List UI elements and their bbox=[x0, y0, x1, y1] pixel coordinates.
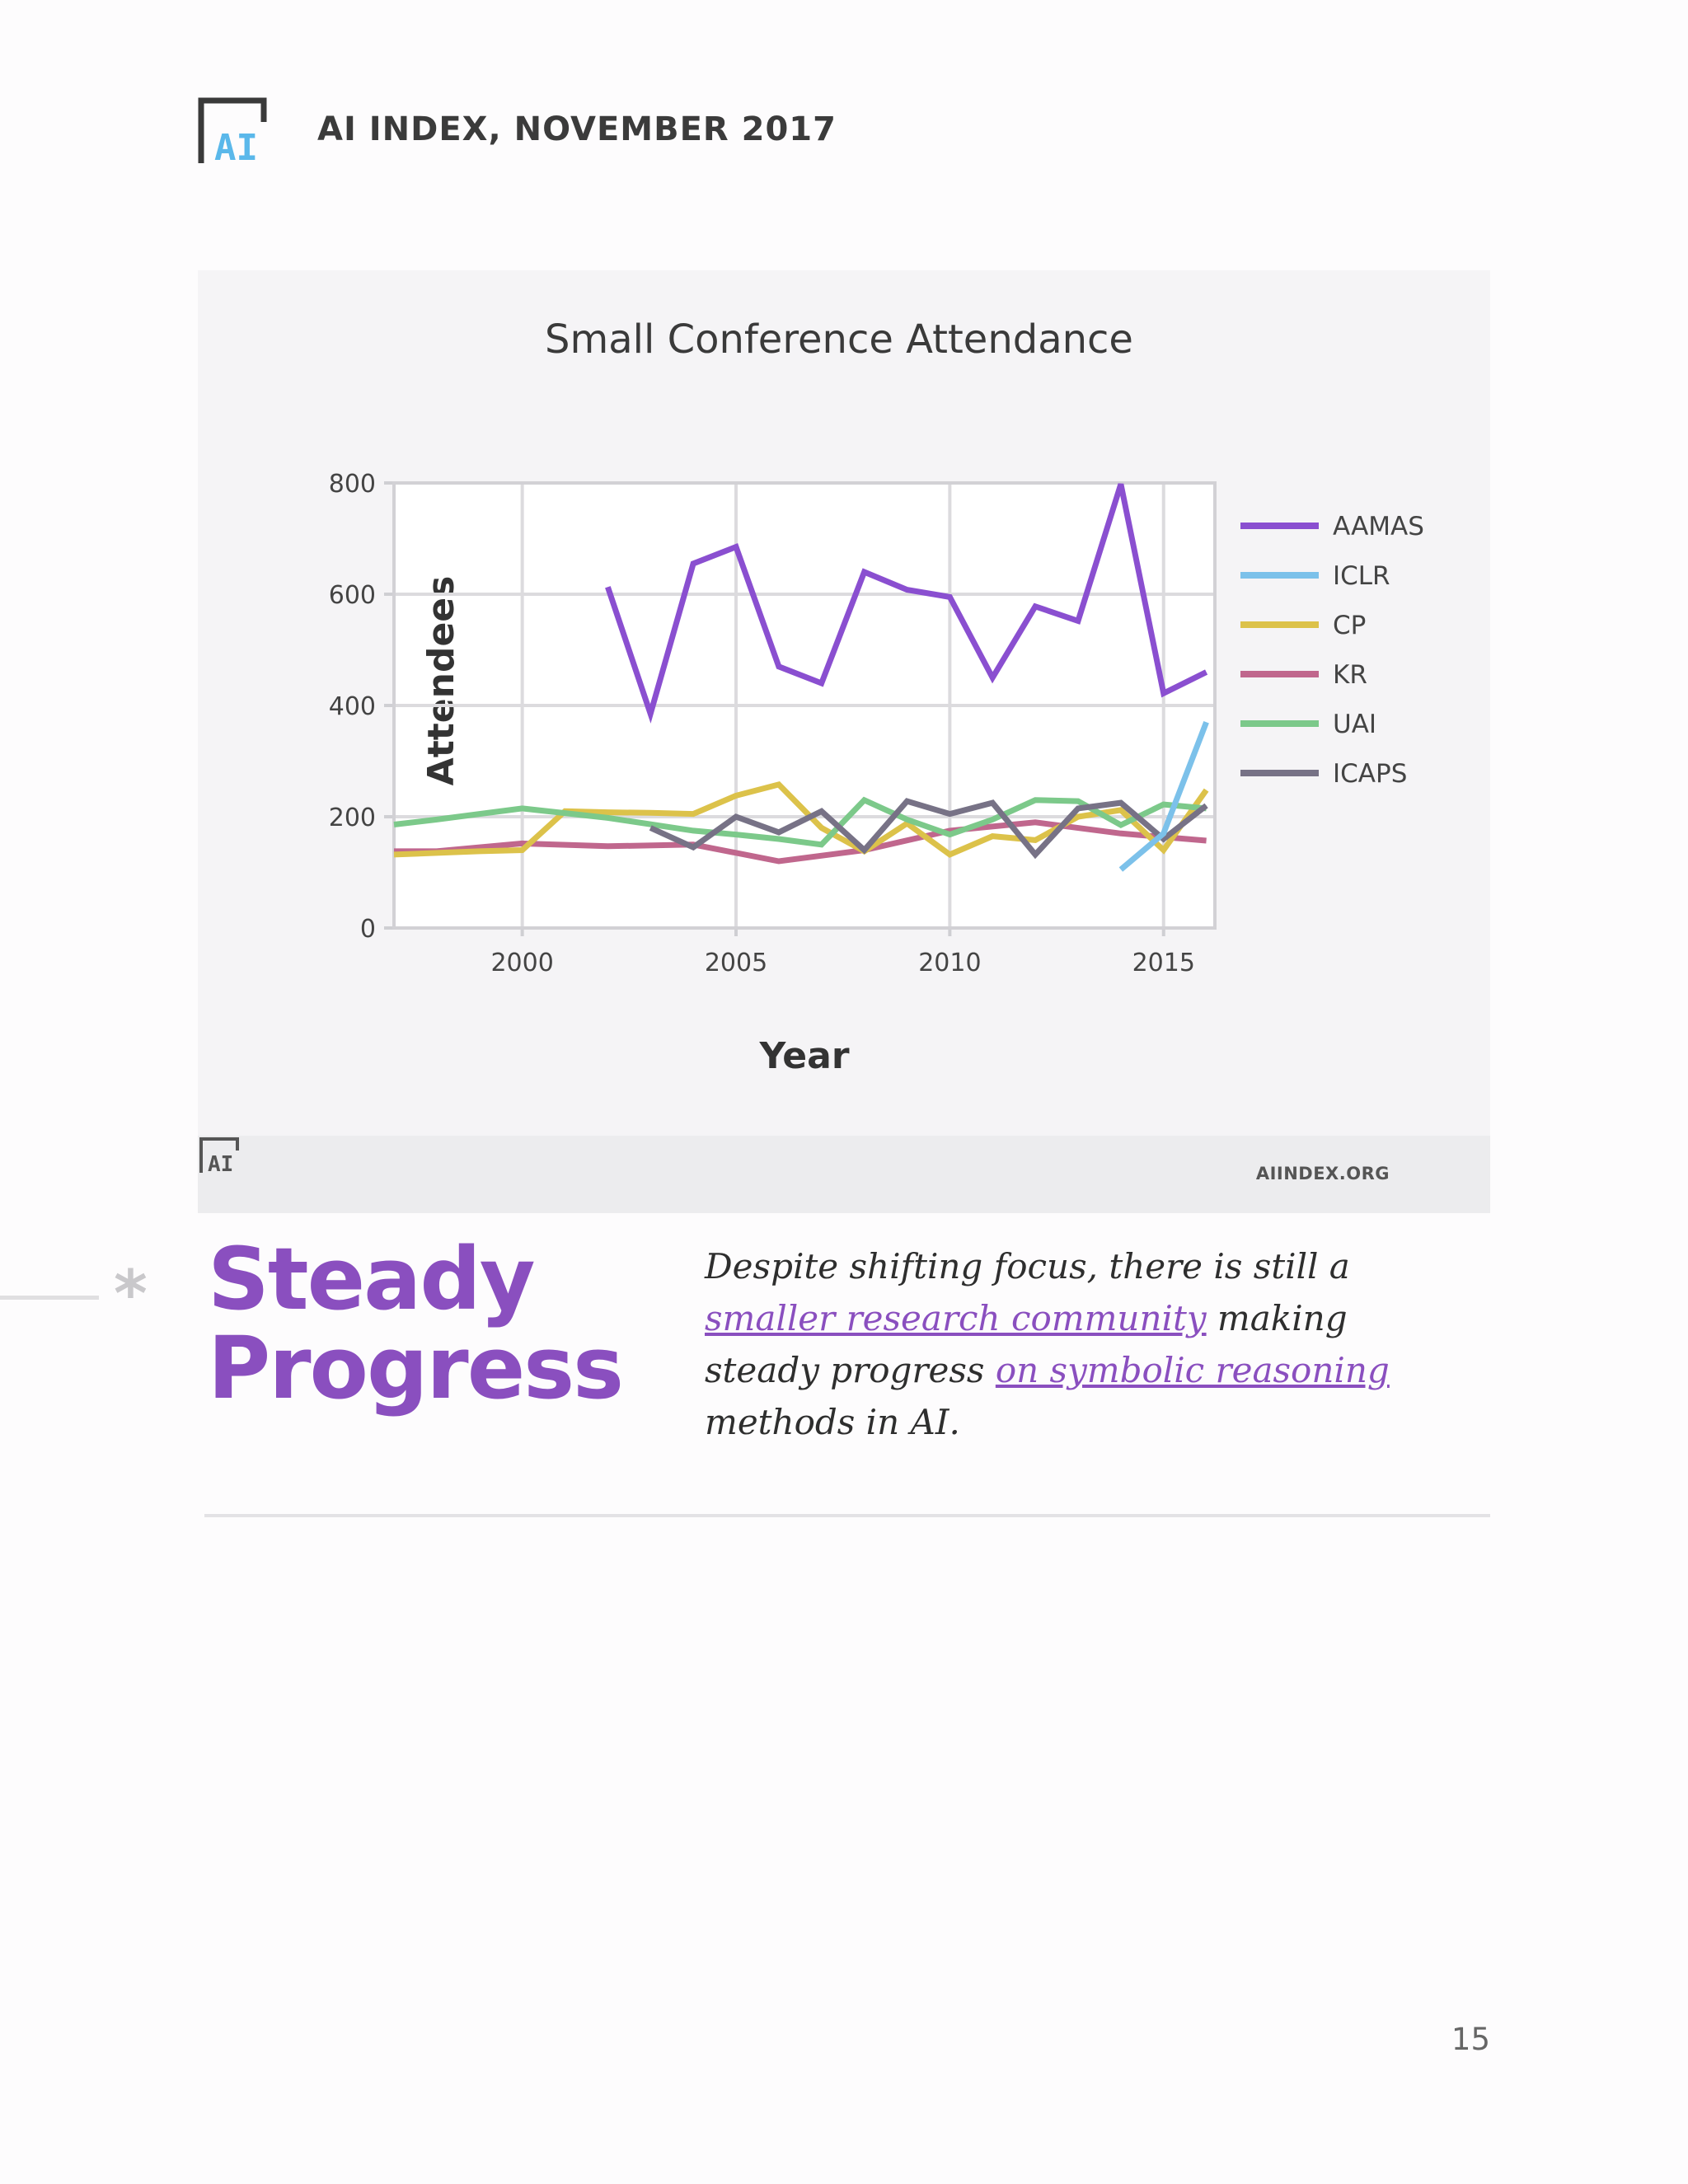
body-text-2: making steady progress bbox=[705, 1298, 1348, 1390]
chart-title: Small Conference Attendance bbox=[545, 316, 1133, 363]
series-line-iclr bbox=[1118, 721, 1209, 872]
x-tick-label: 2000 bbox=[490, 949, 553, 977]
series-line-aamas bbox=[605, 483, 1208, 724]
y-axis-label: Attendees bbox=[420, 576, 462, 786]
legend-label-kr: KR bbox=[1333, 660, 1367, 690]
section-body: Despite shifting focus, there is still a… bbox=[705, 1240, 1405, 1448]
body-text-3: methods in AI. bbox=[705, 1402, 960, 1442]
series-line-cp bbox=[393, 781, 1209, 858]
legend-label-iclr: ICLR bbox=[1333, 561, 1390, 591]
ai-index-logo: AI bbox=[198, 97, 267, 166]
page-number: 15 bbox=[1451, 2022, 1490, 2057]
y-tick-label: 800 bbox=[329, 470, 376, 499]
section-divider bbox=[204, 1514, 1490, 1517]
body-text-1: Despite shifting focus, there is still a bbox=[705, 1246, 1350, 1286]
x-tick-label: 2005 bbox=[705, 949, 767, 977]
asterisk-icon: * bbox=[114, 1258, 148, 1332]
headline-line-1: Steady bbox=[208, 1229, 536, 1329]
svg-text:AI: AI bbox=[208, 1152, 233, 1175]
x-tick-label: 2015 bbox=[1132, 949, 1195, 977]
footer-url[interactable]: AIINDEX.ORG bbox=[1255, 1164, 1390, 1183]
section-headline: Steady Progress bbox=[208, 1235, 669, 1413]
y-tick-label: 600 bbox=[329, 581, 376, 610]
headline-line-2: Progress bbox=[208, 1318, 624, 1418]
x-axis-label: Year bbox=[758, 1035, 849, 1077]
legend-label-uai: UAI bbox=[1333, 710, 1376, 739]
chart-panel: Small Conference Attendance Year Attende… bbox=[198, 270, 1490, 1213]
legend-label-cp: CP bbox=[1333, 611, 1366, 640]
line-chart: Small Conference Attendance Year Attende… bbox=[329, 316, 1424, 1077]
footer-logo-icon: AI bbox=[199, 1137, 239, 1175]
chart-footer: AIINDEX.ORG AI bbox=[198, 1136, 1490, 1213]
series-line-icaps bbox=[649, 798, 1208, 860]
link-smaller-research-community[interactable]: smaller research community bbox=[705, 1298, 1207, 1338]
plot-frame bbox=[392, 481, 1217, 930]
logo-text: AI bbox=[214, 127, 258, 166]
x-tick-label: 2010 bbox=[918, 949, 981, 977]
y-tick-label: 400 bbox=[329, 692, 376, 721]
page-header: AI AI INDEX, NOVEMBER 2017 bbox=[198, 97, 940, 166]
y-tick-label: 200 bbox=[329, 804, 376, 832]
legend-label-aamas: AAMAS bbox=[1333, 512, 1424, 541]
header-title: AI INDEX, NOVEMBER 2017 bbox=[317, 110, 837, 148]
link-symbolic-reasoning[interactable]: on symbolic reasoning bbox=[995, 1350, 1390, 1390]
y-tick-label: 0 bbox=[360, 915, 376, 944]
legend-label-icaps: ICAPS bbox=[1333, 759, 1407, 789]
decorative-line bbox=[0, 1296, 99, 1300]
